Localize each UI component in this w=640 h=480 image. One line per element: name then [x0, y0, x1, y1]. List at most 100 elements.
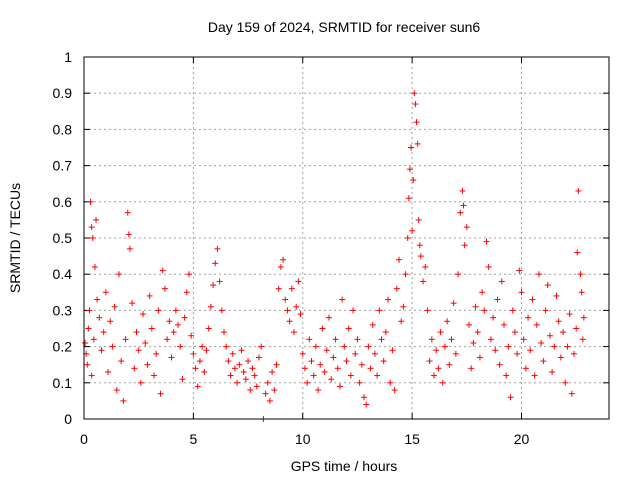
data-point	[323, 347, 330, 354]
data-point	[146, 292, 153, 299]
data-point	[406, 166, 413, 173]
data-point	[341, 343, 348, 350]
data-point	[378, 336, 385, 343]
data-point	[282, 296, 289, 303]
data-point	[113, 387, 120, 394]
data-point	[446, 361, 453, 368]
data-point	[409, 227, 416, 234]
data-point	[190, 350, 197, 357]
data-point	[273, 361, 280, 368]
data-point	[441, 343, 448, 350]
data-point	[124, 209, 131, 216]
data-point	[501, 321, 507, 328]
data-point	[140, 311, 147, 318]
data-point	[295, 278, 302, 285]
data-point	[562, 379, 569, 386]
data-point	[566, 311, 573, 318]
data-point	[258, 343, 265, 350]
y-tick-label: 0.8	[53, 121, 73, 137]
data-point	[238, 347, 245, 354]
data-point	[525, 314, 532, 321]
data-point	[408, 144, 415, 151]
x-tick-label: 5	[189, 431, 197, 447]
data-point	[266, 397, 273, 404]
data-point	[105, 368, 112, 375]
data-point	[172, 307, 179, 314]
y-tick-label: 0.5	[53, 230, 73, 246]
data-point	[310, 372, 317, 379]
chart-title: Day 159 of 2024, SRMTID for receiver sun…	[208, 19, 481, 35]
data-point	[86, 307, 93, 314]
data-point	[275, 285, 282, 292]
data-point	[328, 376, 335, 383]
data-point	[205, 325, 212, 332]
data-point	[262, 390, 269, 397]
data-point	[580, 314, 587, 321]
data-point	[575, 187, 582, 194]
data-point	[522, 365, 529, 372]
data-point	[291, 329, 297, 336]
y-tick-label: 0.9	[53, 85, 73, 101]
y-tick-label: 0.3	[53, 302, 73, 318]
data-point	[148, 325, 155, 332]
data-point	[472, 303, 479, 310]
data-point	[452, 350, 459, 357]
data-point	[531, 372, 538, 379]
y-tick-label: 0	[64, 411, 72, 427]
data-point	[161, 285, 168, 292]
x-axis-label: GPS time / hours	[291, 458, 398, 474]
data-point	[308, 358, 315, 365]
data-point	[109, 343, 116, 350]
data-point	[334, 365, 341, 372]
data-point	[347, 372, 354, 379]
data-point	[301, 365, 308, 372]
data-point	[549, 368, 556, 375]
data-point	[448, 336, 455, 343]
data-point	[188, 332, 195, 339]
axis-tick-labels: 0 5 10 15 20 0 0.1 0.2 0.3 0.4 0.5 0.6 0.7 0.8 0.9 1	[53, 49, 530, 447]
data-point	[120, 397, 127, 404]
data-point	[476, 354, 483, 361]
data-point	[376, 307, 383, 314]
data-point	[426, 358, 433, 365]
data-point	[94, 296, 101, 303]
data-point	[203, 347, 210, 354]
data-point	[256, 354, 262, 361]
data-point	[369, 321, 376, 328]
data-point	[166, 318, 173, 325]
data-point	[412, 101, 419, 108]
data-point	[249, 365, 256, 372]
data-point	[118, 358, 125, 365]
data-point	[153, 350, 160, 357]
data-point	[560, 329, 567, 336]
data-point	[135, 347, 142, 354]
data-point	[175, 321, 182, 328]
data-point	[411, 90, 418, 97]
data-point	[102, 289, 109, 296]
data-point	[330, 354, 337, 361]
data-point	[352, 350, 359, 357]
data-point	[201, 368, 208, 375]
data-point	[555, 318, 562, 325]
data-point	[494, 296, 501, 303]
data-point	[538, 339, 545, 346]
data-point	[288, 285, 295, 292]
data-point	[96, 314, 103, 321]
data-point	[527, 347, 534, 354]
data-point	[157, 390, 164, 397]
data-point	[564, 343, 571, 350]
data-point	[374, 372, 381, 379]
x-tick-label: 15	[404, 431, 420, 447]
data-point	[433, 347, 440, 354]
data-point	[487, 336, 494, 343]
data-point	[396, 256, 402, 263]
y-tick-label: 0.4	[53, 266, 73, 282]
data-point	[520, 336, 527, 343]
data-point	[151, 372, 157, 379]
data-point	[155, 307, 162, 314]
data-point	[122, 336, 129, 343]
data-point	[498, 278, 505, 285]
data-point	[533, 321, 540, 328]
